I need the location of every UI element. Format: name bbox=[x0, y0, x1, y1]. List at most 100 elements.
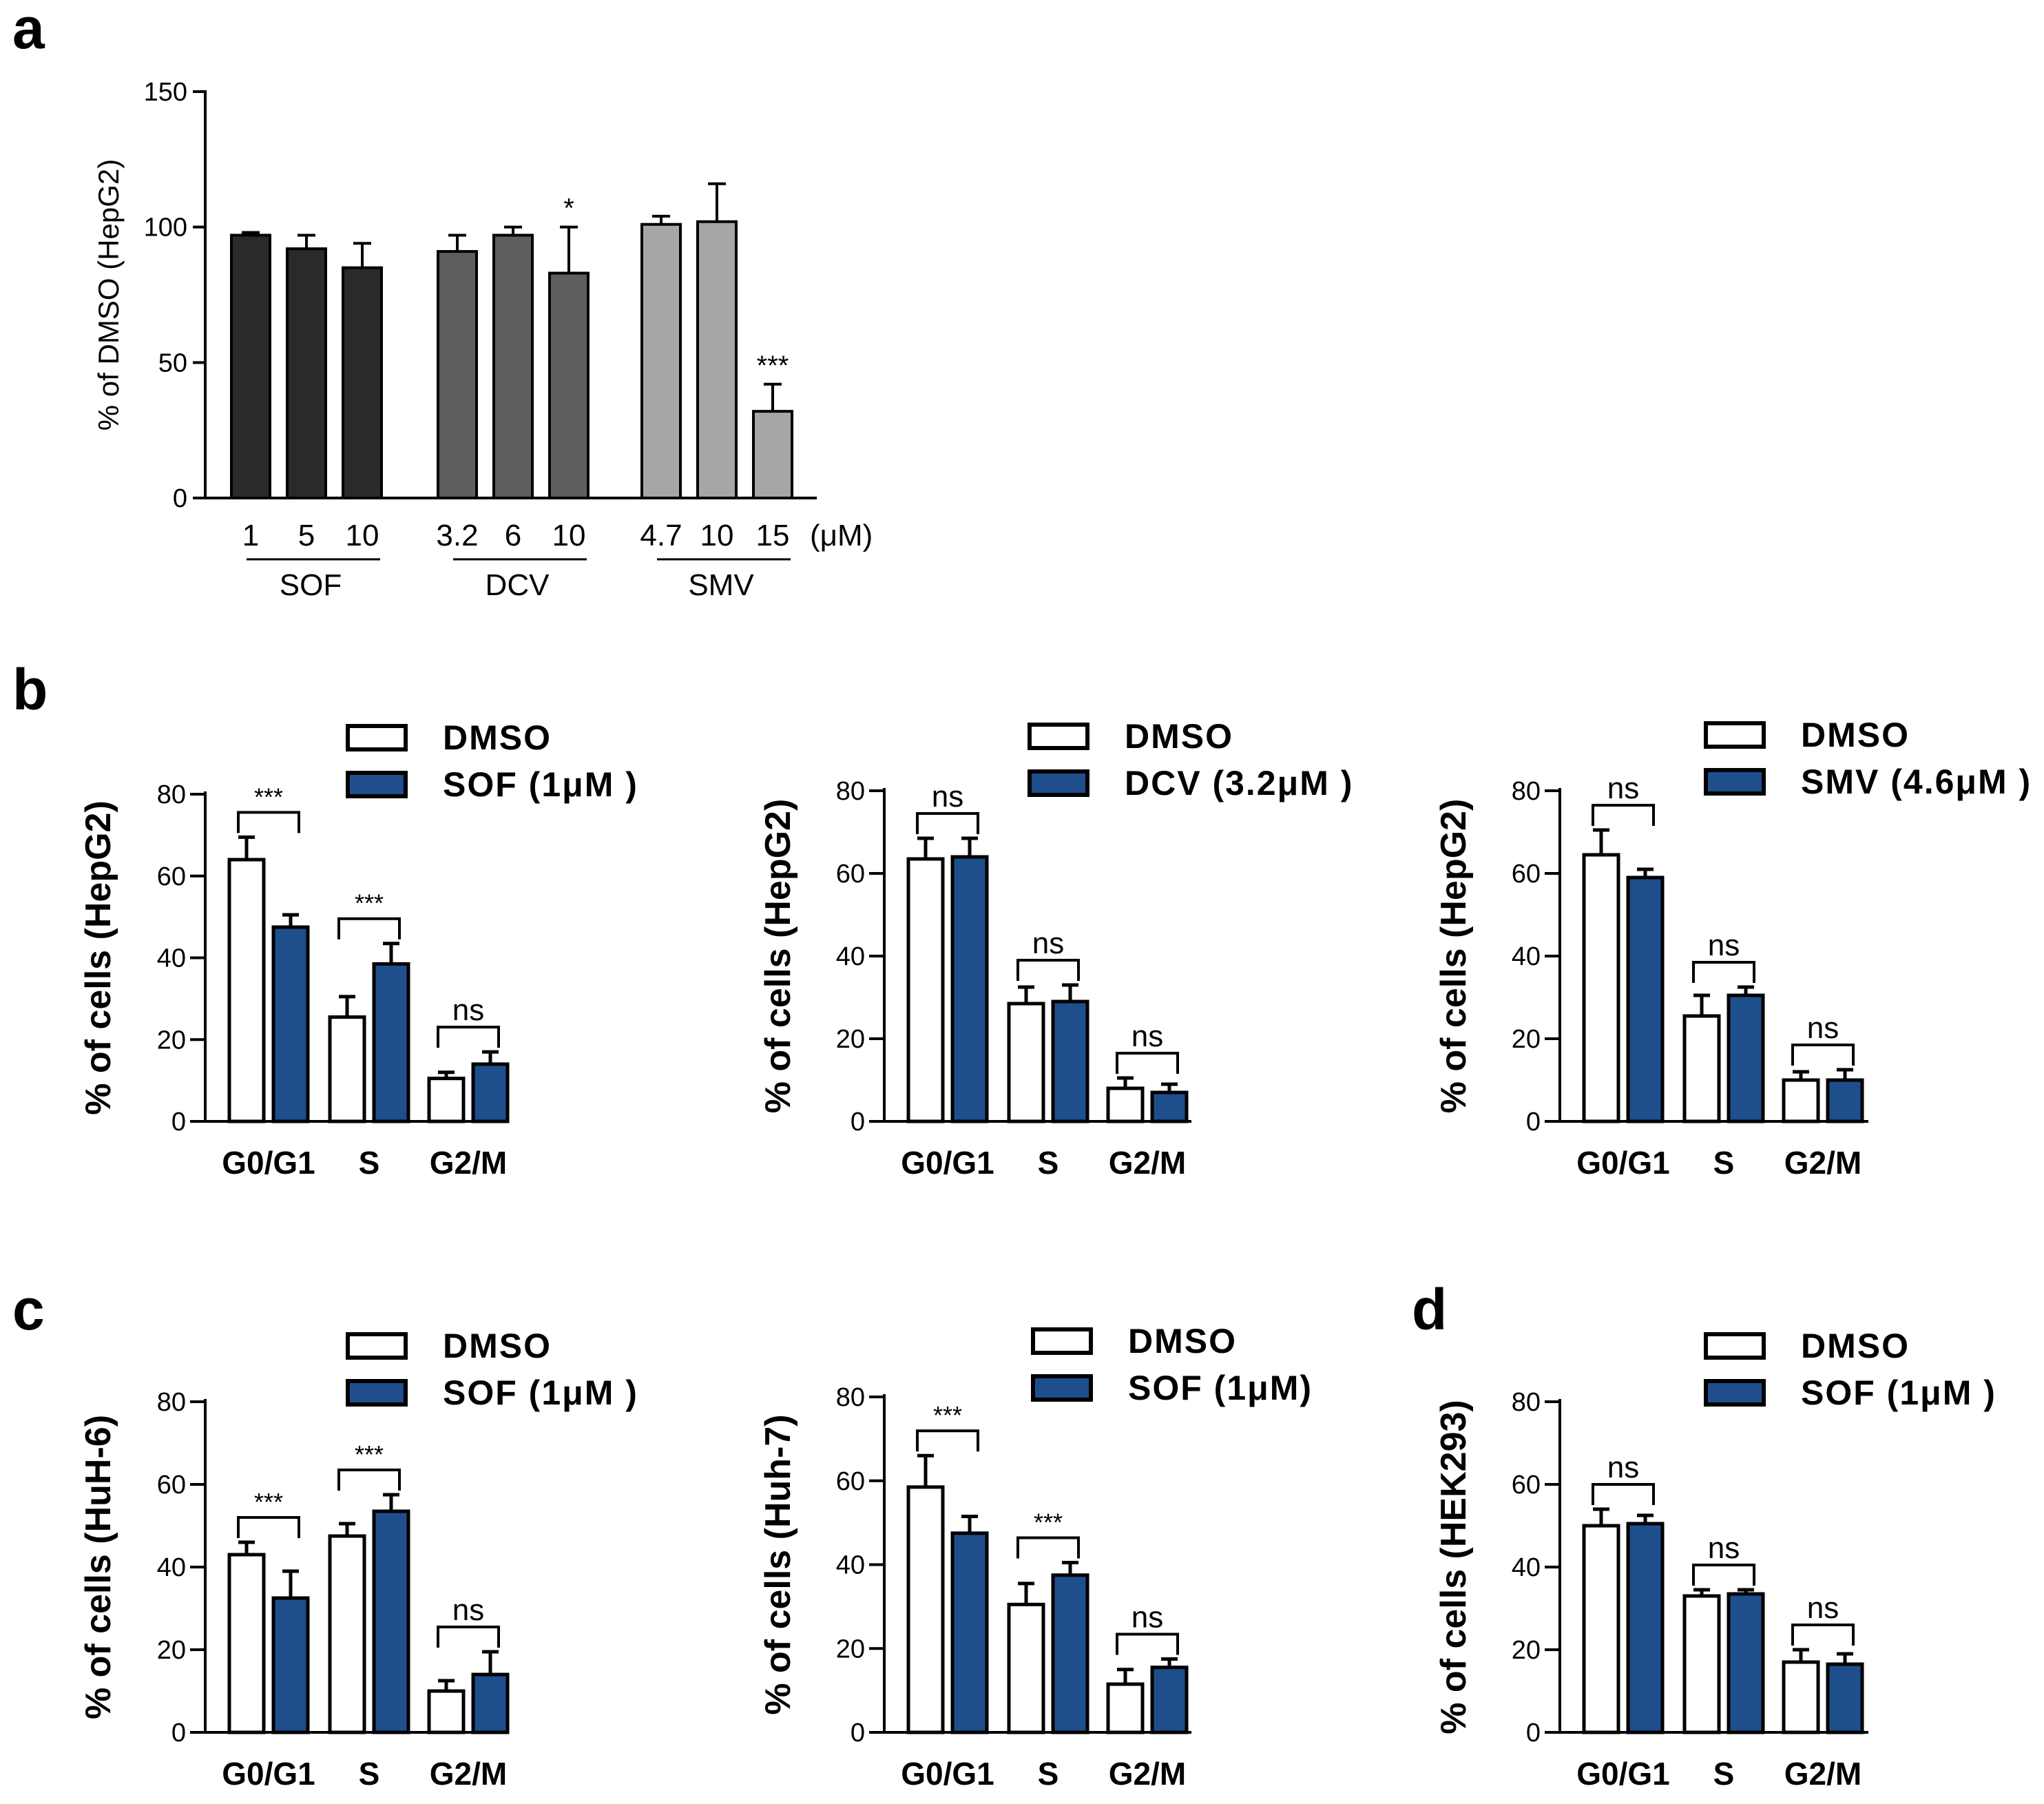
significance-bracket bbox=[1791, 1044, 1855, 1066]
bar-treated bbox=[1150, 1666, 1189, 1734]
significance-label: *** bbox=[757, 351, 789, 381]
chart-c1: DMSO SOF (1μM ) % of cells (HuH-6) 0 20 40 60 8… bbox=[79, 1327, 638, 1792]
x-tick-label: G2/M bbox=[1784, 1756, 1862, 1792]
significance-label: * bbox=[563, 194, 574, 224]
unit-label: (μM) bbox=[810, 519, 873, 552]
chart-c2: DMSO SOF (1μM) % of cells (Huh-7) 0 20 40 60 80… bbox=[758, 1322, 1313, 1792]
y-tick-label: 60 bbox=[1512, 860, 1541, 889]
panel-letter-c: c bbox=[12, 1277, 45, 1342]
bar-sof bbox=[286, 247, 327, 499]
legend-label-dmso: DMSO bbox=[1801, 716, 1910, 754]
x-tick-label: G0/G1 bbox=[1576, 1756, 1670, 1792]
significance-bracket bbox=[1692, 1564, 1755, 1586]
significance-label: ns bbox=[1807, 1591, 1839, 1625]
bar-dmso bbox=[1106, 1086, 1145, 1123]
bar-dmso bbox=[1582, 853, 1620, 1123]
y-tick-label: 50 bbox=[158, 349, 187, 377]
y-tick-label: 60 bbox=[1512, 1471, 1541, 1500]
y-tick-label: 80 bbox=[157, 1388, 186, 1417]
bar-smv bbox=[752, 410, 793, 500]
significance-bracket bbox=[1116, 1632, 1179, 1655]
y-tick-label: 60 bbox=[157, 862, 186, 891]
y-tick-label: 20 bbox=[1512, 1636, 1541, 1665]
significance-bracket bbox=[437, 1626, 500, 1648]
bar-dmso bbox=[1682, 1594, 1721, 1734]
y-axis-label: % of cells (HepG2) bbox=[1434, 799, 1474, 1114]
bar-treated bbox=[1826, 1078, 1864, 1123]
y-tick-label: 0 bbox=[851, 1719, 865, 1748]
y-axis-label: % of cells (Huh-7) bbox=[758, 1414, 798, 1714]
legend-label-treated: SOF (1μM) bbox=[1128, 1369, 1313, 1407]
legend-swatch-dmso bbox=[1704, 721, 1766, 749]
y-axis-label: % of cells (HuH-6) bbox=[79, 1415, 118, 1719]
panel-letter-b: b bbox=[12, 657, 48, 722]
significance-bracket bbox=[237, 1516, 300, 1538]
x-tick-label: S bbox=[1038, 1756, 1059, 1792]
y-tick-label: 80 bbox=[1512, 1388, 1541, 1417]
significance-bracket bbox=[1692, 961, 1755, 983]
legend-label-treated: SMV (4.6μM ) bbox=[1801, 763, 2032, 801]
legend-swatch-dmso bbox=[346, 724, 408, 751]
bar-treated bbox=[1626, 1522, 1665, 1734]
significance-label: *** bbox=[254, 782, 283, 811]
significance-label: ns bbox=[452, 1593, 484, 1627]
x-tick-label: G2/M bbox=[1109, 1756, 1186, 1792]
x-tick-label: 10 bbox=[700, 519, 734, 552]
x-tick-label: G2/M bbox=[430, 1145, 507, 1181]
y-tick-label: 20 bbox=[836, 1635, 865, 1663]
y-tick-label: 0 bbox=[173, 484, 187, 513]
significance-bracket bbox=[437, 1026, 500, 1048]
y-tick-label: 80 bbox=[157, 780, 186, 809]
y-tick-label: 0 bbox=[851, 1108, 865, 1137]
y-tick-label: 20 bbox=[157, 1026, 186, 1055]
legend-label-treated: DCV (3.2μM ) bbox=[1125, 764, 1353, 802]
bar-treated bbox=[471, 1062, 510, 1123]
y-tick-label: 60 bbox=[836, 1467, 865, 1496]
significance-label: ns bbox=[1032, 926, 1064, 960]
y-axis-label: % of cells (HEK293) bbox=[1434, 1400, 1474, 1734]
legend-swatch-treated bbox=[346, 771, 408, 798]
y-tick-label: 0 bbox=[171, 1719, 186, 1748]
legend-label-dmso: DMSO bbox=[1125, 717, 1233, 756]
bar-dmso bbox=[227, 1553, 266, 1734]
x-tick-label: G0/G1 bbox=[222, 1145, 315, 1181]
legend-label-dmso: DMSO bbox=[443, 718, 552, 757]
significance-bracket bbox=[1592, 1483, 1655, 1505]
bar-smv bbox=[640, 222, 682, 499]
significance-label: ns bbox=[932, 780, 963, 813]
y-tick-label: 100 bbox=[144, 214, 187, 242]
y-tick-label: 40 bbox=[836, 1551, 865, 1580]
significance-label: ns bbox=[1607, 771, 1639, 805]
x-tick-label: S bbox=[359, 1756, 380, 1792]
bar-treated bbox=[1150, 1090, 1189, 1123]
x-tick-label: 15 bbox=[756, 519, 790, 552]
panel-letter-d: d bbox=[1412, 1277, 1447, 1342]
legend-swatch-dmso bbox=[1031, 1327, 1093, 1355]
x-tick-label: 3.2 bbox=[436, 519, 478, 552]
y-tick-label: 60 bbox=[157, 1471, 186, 1500]
x-tick-label: S bbox=[1713, 1756, 1735, 1792]
legend-swatch-treated bbox=[1028, 769, 1089, 797]
significance-label: ns bbox=[1132, 1600, 1163, 1634]
y-tick-label: 80 bbox=[836, 1383, 865, 1412]
chart-d: DMSO SOF (1μM ) % of cells (HEK293) 0 20 40 60… bbox=[1434, 1327, 1995, 1792]
bar-treated bbox=[1626, 875, 1665, 1123]
x-tick-label: 10 bbox=[346, 519, 379, 552]
group-label-dcv: DCV bbox=[486, 568, 550, 602]
x-tick-label: 5 bbox=[298, 519, 315, 552]
x-tick-label: S bbox=[359, 1145, 380, 1181]
bar-treated bbox=[372, 1509, 410, 1734]
significance-label: *** bbox=[933, 1401, 962, 1429]
bar-dmso bbox=[1582, 1524, 1620, 1734]
significance-bracket bbox=[237, 811, 300, 833]
significance-bracket bbox=[916, 1429, 979, 1452]
y-tick-label: 20 bbox=[1512, 1025, 1541, 1054]
bar-treated bbox=[372, 962, 410, 1123]
y-tick-label: 0 bbox=[1526, 1719, 1541, 1748]
legend-label-treated: SOF (1μM ) bbox=[443, 1373, 638, 1412]
bar-dmso bbox=[1007, 1002, 1045, 1123]
significance-bracket bbox=[337, 917, 401, 940]
bar-dcv bbox=[492, 234, 534, 499]
bar-treated bbox=[1727, 1592, 1765, 1734]
